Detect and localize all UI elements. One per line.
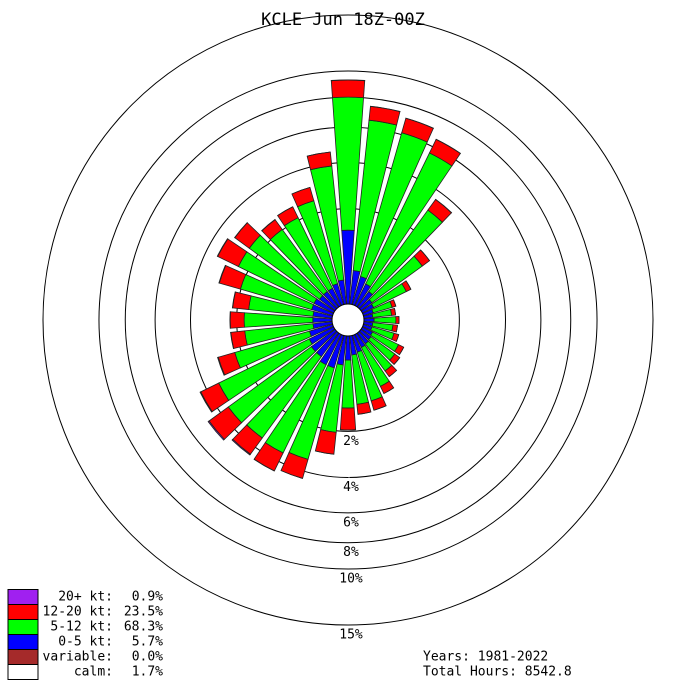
legend-swatch: [7, 604, 39, 620]
legend-value: 23.5%: [124, 605, 163, 620]
wind-bar-segment: [388, 370, 397, 377]
wind-bar-segment: [229, 311, 231, 329]
legend-label: 12-20 kt:: [43, 605, 113, 620]
wind-bar-segment: [231, 438, 252, 456]
wind-bar-segment: [405, 280, 412, 290]
legend-label: 20+ kt:: [58, 590, 113, 605]
wind-bar-segment: [217, 356, 226, 376]
legend-label: calm:: [74, 665, 113, 680]
wind-bar-segment: [230, 331, 235, 350]
legend-value: 1.7%: [132, 665, 163, 680]
wind-bar-segment: [332, 96, 364, 231]
wind-bar-segment: [330, 79, 366, 99]
wind-bar-segment: [435, 198, 453, 214]
legend-value: 5.7%: [132, 635, 163, 650]
wind-bar-segment: [231, 291, 236, 309]
legend-swatch: [7, 634, 39, 650]
legend-swatch: [7, 664, 39, 680]
wind-bar-segment: [280, 470, 303, 479]
wind-bar-segment: [395, 325, 398, 333]
wind-bar-segment: [341, 359, 355, 409]
legend-swatch: [7, 649, 39, 665]
footer-hours: Total Hours: 8542.8: [423, 665, 572, 680]
wind-bar-segment: [330, 79, 366, 82]
legend-label: 5-12 kt:: [50, 620, 113, 635]
ring-label: 15%: [339, 628, 363, 643]
legend-value: 0.9%: [132, 590, 163, 605]
ring-label: 10%: [339, 572, 363, 587]
chart-title: KCLE Jun 18Z-00Z: [261, 10, 425, 30]
wind-bar-segment: [420, 249, 430, 261]
wind-bar-segment: [207, 420, 225, 441]
wind-bar-segment: [199, 391, 213, 413]
legend-value: 68.3%: [124, 620, 163, 635]
wind-bar-segment: [314, 429, 337, 455]
wind-bar-segment: [395, 316, 400, 324]
wind-bar-segment: [218, 264, 227, 284]
wind-bar-segment: [370, 105, 401, 113]
wind-bar-segment: [339, 407, 357, 431]
wind-bar-segment: [307, 151, 331, 157]
legend-label: variable:: [43, 650, 113, 665]
wind-bar-segment: [261, 218, 276, 232]
wind-bar-segment: [373, 316, 397, 324]
legend-swatch: [7, 589, 39, 605]
wind-bar-segment: [405, 117, 434, 129]
wind-bar-segment: [232, 291, 252, 310]
legend-value: 0.0%: [132, 650, 163, 665]
ring-label: 8%: [343, 545, 359, 560]
calm-circle: [331, 303, 365, 337]
footer-years: Years: 1981-2022: [423, 650, 548, 665]
wind-bar-segment: [435, 138, 461, 154]
grid-ring: [98, 70, 598, 570]
legend-swatch: [7, 619, 39, 635]
ring-label: 2%: [343, 434, 359, 449]
ring-label: 6%: [343, 515, 359, 530]
legend-label: 0-5 kt:: [58, 635, 113, 650]
wind-bar-segment: [234, 222, 248, 239]
ring-label: 4%: [343, 480, 359, 495]
wind-bar-segment: [229, 311, 245, 329]
grid-ring: [42, 14, 654, 626]
bars: [199, 79, 461, 479]
wind-bar-segment: [216, 238, 229, 257]
